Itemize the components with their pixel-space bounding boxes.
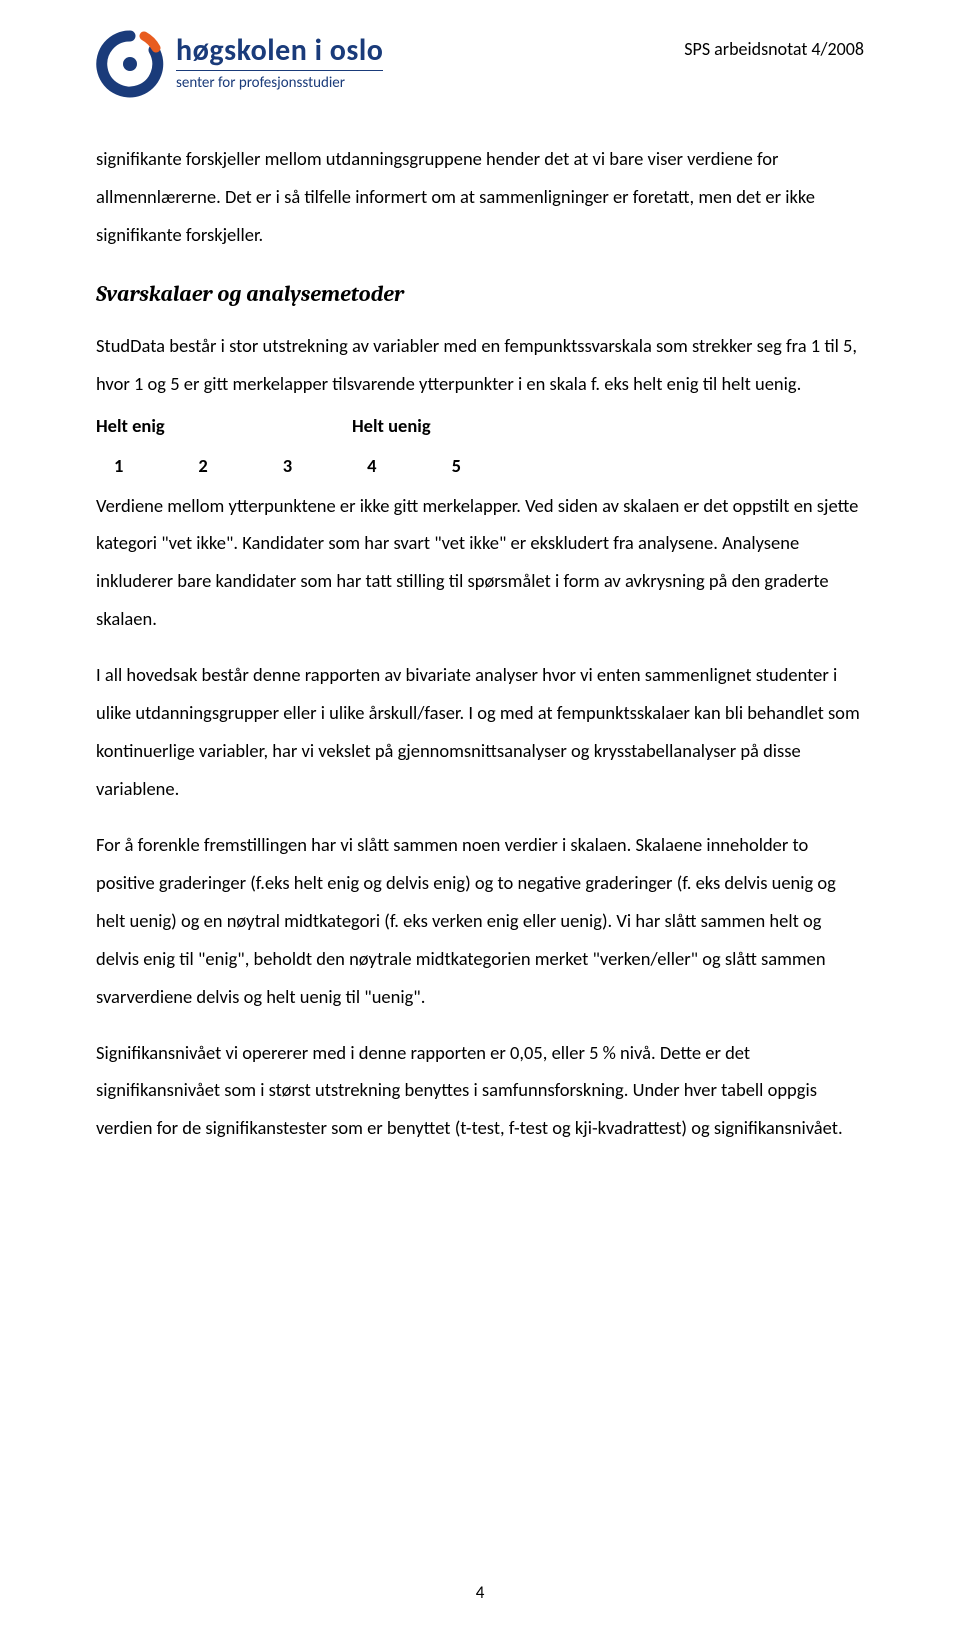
scale-value: 3: [283, 447, 292, 485]
institution-logo-icon: [96, 30, 164, 98]
paragraph: signifikante forskjeller mellom utdannin…: [96, 140, 864, 254]
paragraph: StudData består i stor utstrekning av va…: [96, 327, 864, 403]
scale-label-left: Helt enig: [96, 407, 352, 445]
institution-sub: senter for profesjonsstudier: [176, 70, 383, 92]
section-heading: Svarskalaer og analysemetoder: [96, 272, 864, 317]
paragraph: For å forenkle fremstillingen har vi slå…: [96, 826, 864, 1016]
institution-name: høgskolen i oslo: [176, 36, 383, 66]
scale-label-right: Helt uenig: [352, 407, 431, 445]
scale-values-row: 1 2 3 4 5: [114, 447, 864, 485]
logo-block: høgskolen i oslo senter for profesjonsst…: [96, 30, 383, 98]
document-reference: SPS arbeidsnotat 4/2008: [684, 30, 864, 60]
scale-value: 5: [452, 447, 461, 485]
scale-value: 4: [367, 447, 376, 485]
document-page: høgskolen i oslo senter for profesjonsst…: [0, 0, 960, 1225]
scale-value: 1: [114, 447, 123, 485]
paragraph: I all hovedsak består denne rapporten av…: [96, 656, 864, 808]
page-number: 4: [0, 1582, 960, 1603]
scale-labels-row: Helt enig Helt uenig: [96, 407, 864, 445]
logo-text: høgskolen i oslo senter for profesjonsst…: [176, 36, 383, 92]
paragraph: Signifikansnivået vi opererer med i denn…: [96, 1034, 864, 1148]
page-header: høgskolen i oslo senter for profesjonsst…: [96, 30, 864, 98]
paragraph: Verdiene mellom ytterpunktene er ikke gi…: [96, 487, 864, 639]
document-body: signifikante forskjeller mellom utdannin…: [96, 140, 864, 1147]
scale-value: 2: [198, 447, 207, 485]
